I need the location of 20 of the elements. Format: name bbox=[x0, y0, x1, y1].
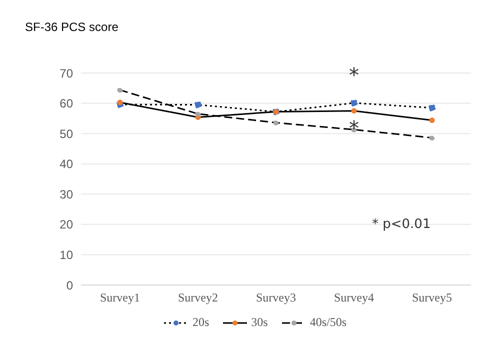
annotation: * bbox=[349, 63, 359, 87]
y-tick-label: 60 bbox=[60, 96, 74, 111]
y-tick-label: 0 bbox=[66, 278, 74, 292]
x-tick-label: Survey4 bbox=[334, 290, 374, 305]
legend-label: 30s bbox=[250, 315, 268, 330]
y-tick-label: 10 bbox=[60, 248, 74, 262]
x-tick-label: Survey5 bbox=[412, 290, 452, 305]
x-tick-label: Survey1 bbox=[100, 290, 140, 305]
x-tick-label: Survey2 bbox=[178, 290, 218, 305]
y-tick-label: 20 bbox=[60, 218, 74, 232]
annotation: * p<0.01 bbox=[372, 217, 431, 232]
y-tick-label: 70 bbox=[60, 66, 74, 80]
y-tick-label: 50 bbox=[60, 126, 74, 141]
x-tick-label: Survey3 bbox=[256, 290, 296, 305]
y-tick-label: 40 bbox=[60, 157, 74, 172]
chart-title: SF-36 PCS score bbox=[25, 20, 118, 34]
legend-label: 40s/50s bbox=[308, 315, 347, 330]
annotation: * bbox=[349, 116, 359, 140]
legend-label: 20s bbox=[191, 315, 210, 330]
y-tick-label: 30 bbox=[60, 187, 74, 202]
